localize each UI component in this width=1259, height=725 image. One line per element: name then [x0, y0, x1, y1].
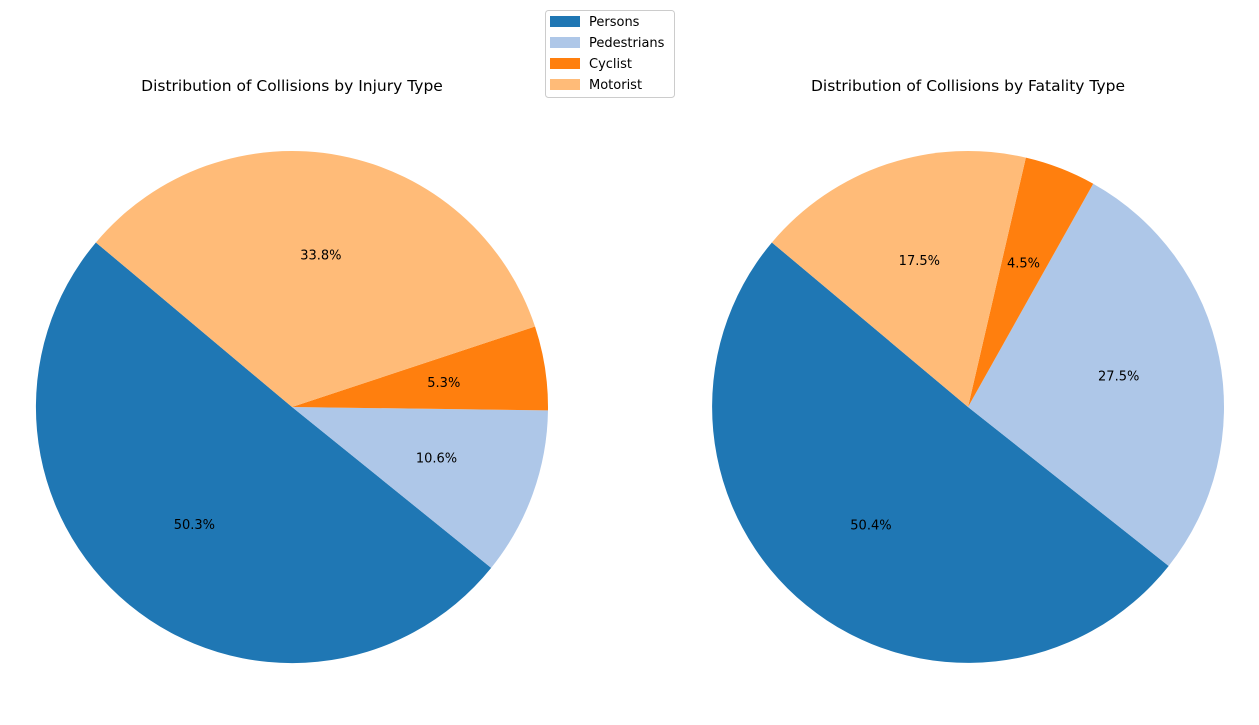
fatality-slice-persons	[712, 242, 1169, 663]
legend-swatch-motorist	[550, 79, 580, 90]
injury-pie-slices	[35, 151, 549, 664]
fatality-chart-title: Distribution of Collisions by Fatality T…	[811, 77, 1125, 95]
injury-slice-motorist	[95, 151, 536, 407]
fatality-slice-motorist	[771, 150, 1026, 407]
fatality-label-persons: 50.4%	[850, 519, 891, 534]
injury-slice-pedestrians	[292, 407, 548, 568]
injury-pie-labels: 50.3% 10.6% 5.3% 33.8%	[174, 249, 461, 533]
injury-label-pedestrians: 10.6%	[416, 452, 457, 467]
legend-label-persons: Persons	[589, 15, 640, 30]
legend-item-pedestrians: Pedestrians	[550, 36, 665, 51]
fatality-pie-chart: Distribution of Collisions by Fatality T…	[712, 77, 1225, 663]
fatality-slice-cyclist	[968, 157, 1094, 407]
injury-label-persons: 50.3%	[174, 518, 215, 533]
injury-label-cyclist: 5.3%	[427, 376, 460, 391]
fatality-label-pedestrians: 27.5%	[1098, 370, 1139, 385]
injury-label-motorist: 33.8%	[300, 249, 341, 264]
injury-pie-chart: Distribution of Collisions by Injury Typ…	[35, 77, 549, 664]
fatality-label-motorist: 17.5%	[899, 254, 940, 269]
legend-swatch-cyclist	[550, 58, 580, 69]
injury-slice-persons	[35, 242, 492, 664]
injury-slice-cyclist	[292, 326, 549, 411]
fatality-label-cyclist: 4.5%	[1007, 256, 1040, 271]
legend-label-pedestrians: Pedestrians	[589, 36, 665, 51]
legend-item-cyclist: Cyclist	[550, 57, 632, 72]
fatality-pie-labels: 50.4% 27.5% 4.5% 17.5%	[850, 254, 1139, 534]
legend-frame	[545, 10, 675, 98]
legend-label-motorist: Motorist	[589, 78, 642, 93]
fatality-pie-slices	[712, 150, 1225, 663]
legend-swatch-pedestrians	[550, 37, 580, 48]
legend-swatch-persons	[550, 16, 580, 27]
legend-item-persons: Persons	[550, 15, 640, 30]
legend-item-motorist: Motorist	[550, 78, 642, 93]
legend-label-cyclist: Cyclist	[589, 57, 632, 72]
legend: Persons Pedestrians Cyclist Motorist	[545, 10, 675, 98]
fatality-slice-pedestrians	[968, 183, 1225, 566]
injury-chart-title: Distribution of Collisions by Injury Typ…	[141, 77, 443, 95]
